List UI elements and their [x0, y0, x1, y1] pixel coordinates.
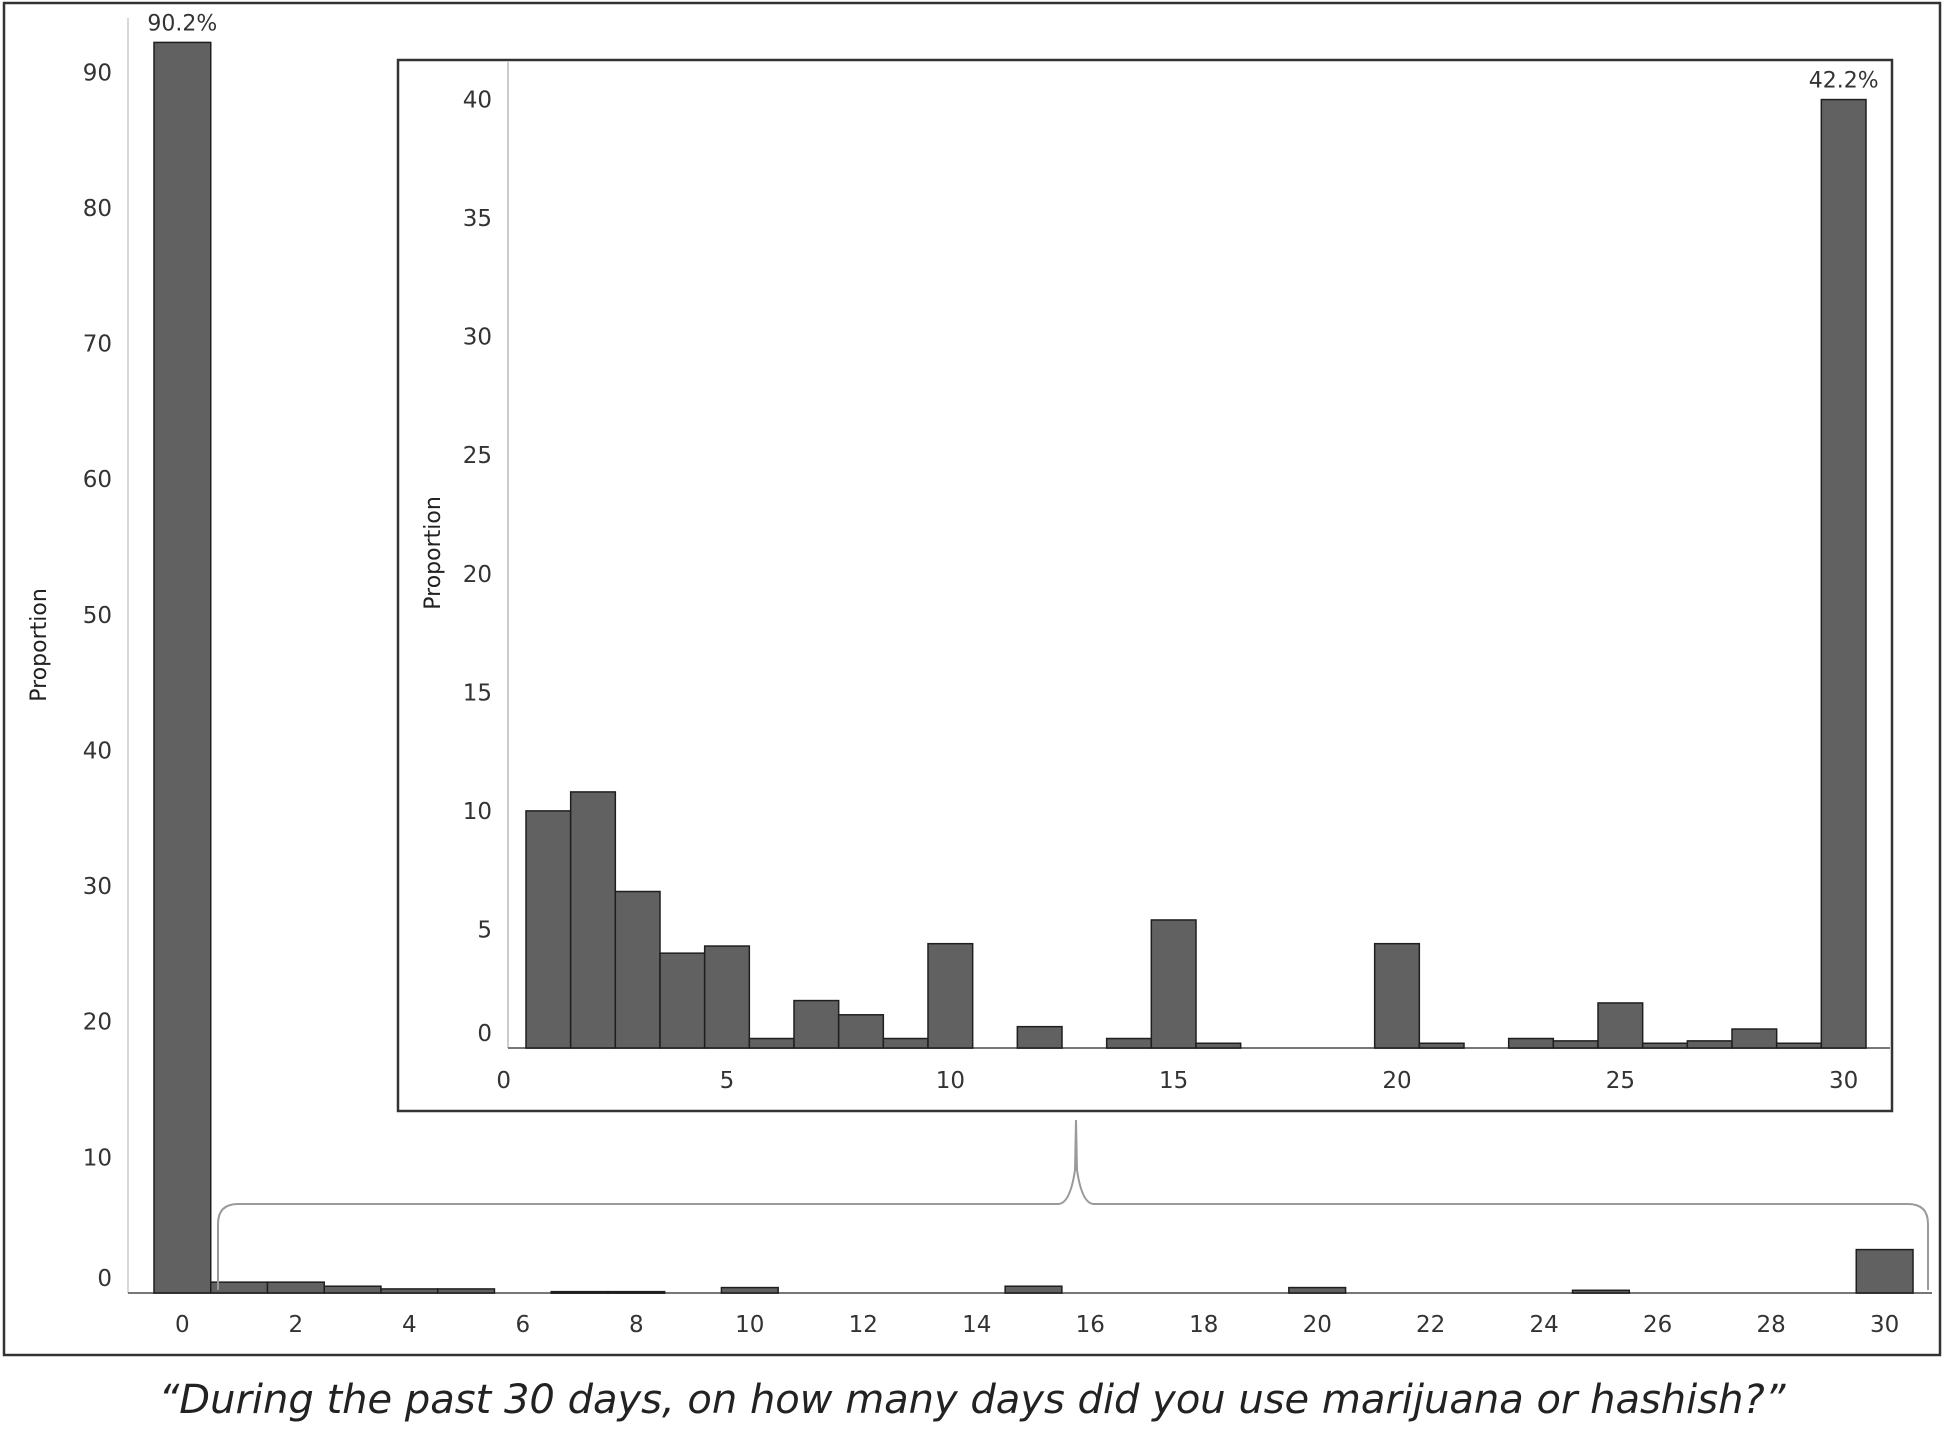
inset-x-tick-label: 15	[1159, 1068, 1188, 1094]
main-x-tick-label: 30	[1870, 1312, 1899, 1338]
inset-bar	[837, 1014, 885, 1049]
inset-y-tick-label: 0	[477, 1021, 492, 1047]
main-x-tick-label: 16	[1076, 1312, 1105, 1338]
inset-bar	[614, 890, 661, 1049]
inset-bar	[703, 945, 751, 1049]
inset-bar	[882, 1037, 929, 1049]
inset-x-tick-label: 20	[1382, 1068, 1411, 1094]
inset-bars	[525, 98, 1867, 1049]
inset-bar	[1552, 1040, 1599, 1049]
inset-bar	[1016, 1025, 1063, 1049]
main-bar	[550, 1290, 609, 1294]
main-y-tick-label: 30	[83, 874, 112, 900]
main-x-tick-label: 14	[962, 1312, 991, 1338]
main-x-tick-label: 18	[1189, 1312, 1218, 1338]
inset-y-tick-label: 5	[477, 917, 492, 943]
inset-bar	[1820, 98, 1867, 1049]
inset-y-tick-label: 25	[463, 443, 492, 469]
main-x-ticks: 0 2 4 6 8 10 12 14 16 18 20 22 24 26 28 30	[175, 1312, 1899, 1338]
main-y-tick-label: 0	[97, 1266, 112, 1292]
zoom-bracket	[217, 1119, 1929, 1290]
inset-bar	[1373, 942, 1421, 1049]
main-y-axis-title: Proportion	[27, 588, 52, 702]
inset-y-tick-label: 35	[463, 206, 492, 232]
figure-caption: “During the past 30 days, on how many da…	[159, 1377, 1786, 1423]
main-bar	[1571, 1289, 1631, 1294]
main-data-label: 90.2%	[147, 11, 217, 36]
main-bar	[323, 1285, 382, 1294]
main-x-tick-label: 4	[402, 1312, 417, 1338]
main-bar	[153, 41, 212, 1294]
inset-data-labels: 42.2%	[1809, 69, 1879, 94]
main-bar	[607, 1290, 666, 1294]
main-x-tick-label: 28	[1757, 1312, 1786, 1338]
main-x-tick-label: 26	[1643, 1312, 1672, 1338]
inset-bar	[748, 1037, 795, 1049]
inset-y-tick-label: 10	[463, 799, 492, 825]
inset-bar	[525, 810, 572, 1049]
main-y-tick-label: 50	[83, 603, 112, 629]
inset-x-tick-label: 25	[1606, 1068, 1635, 1094]
main-bar	[720, 1286, 779, 1294]
inset-bar	[1597, 1002, 1644, 1049]
inset-bar	[1731, 1028, 1778, 1049]
inset-y-tick-label: 20	[463, 562, 492, 588]
inset-bar	[793, 999, 840, 1049]
outer-chart-frame	[2, 1, 1942, 1357]
inset-y-tick-label: 40	[463, 88, 492, 114]
main-x-tick-label: 6	[516, 1312, 531, 1338]
main-y-tick-label: 60	[83, 467, 112, 493]
main-data-labels: 90.2%	[147, 11, 217, 36]
main-y-tick-label: 10	[83, 1145, 112, 1171]
main-x-tick-label: 10	[735, 1312, 764, 1338]
main-bar	[1855, 1248, 1914, 1294]
main-x-tick-label: 2	[289, 1312, 304, 1338]
main-x-tick-label: 0	[175, 1312, 190, 1338]
inset-y-tick-label: 30	[463, 325, 492, 351]
inset-bar	[1641, 1042, 1689, 1049]
inset-x-tick-label: 5	[720, 1068, 735, 1094]
inset-bar	[1775, 1042, 1823, 1049]
main-x-tick-label: 22	[1416, 1312, 1445, 1338]
main-x-tick-label: 12	[849, 1312, 878, 1338]
main-bar	[380, 1288, 439, 1294]
main-y-tick-label: 20	[83, 1010, 112, 1036]
inset-x-ticks: 0 5 10 15 20 25 30	[496, 1068, 1858, 1094]
inset-bar	[1418, 1042, 1465, 1049]
inset-y-axis-title: Proportion	[421, 496, 446, 610]
main-y-tick-label: 40	[83, 738, 112, 764]
inset-bar	[1686, 1040, 1733, 1049]
inset-data-label: 42.2%	[1809, 69, 1879, 94]
inset-bar	[927, 942, 974, 1049]
main-bar	[266, 1281, 325, 1294]
inset-x-tick-label: 0	[496, 1068, 511, 1094]
main-bar	[1288, 1286, 1347, 1294]
main-y-tick-label: 70	[83, 332, 112, 358]
main-x-tick-label: 20	[1303, 1312, 1332, 1338]
inset-x-tick-label: 10	[936, 1068, 965, 1094]
inset-y-ticks: 0 5 10 15 20 25 30 35 40	[463, 88, 492, 1047]
main-x-tick-label: 24	[1530, 1312, 1559, 1338]
inset-bar	[569, 791, 617, 1049]
inset-bar	[1507, 1037, 1555, 1049]
main-bar	[1004, 1285, 1063, 1294]
main-y-ticks: 0 10 20 30 40 50 60 70 80 90	[83, 60, 112, 1292]
main-y-tick-label: 80	[83, 196, 112, 222]
inset-x-tick-label: 30	[1829, 1068, 1858, 1094]
inset-bar	[659, 952, 706, 1049]
inset-bar	[1105, 1037, 1153, 1049]
inset-bar	[1150, 919, 1197, 1049]
main-y-tick-label: 90	[83, 60, 112, 86]
main-bar	[436, 1288, 496, 1294]
main-bars	[153, 41, 1914, 1294]
inset-y-tick-label: 15	[463, 680, 492, 706]
main-x-tick-label: 8	[629, 1312, 644, 1338]
inset-bar	[1195, 1042, 1242, 1049]
main-bar	[209, 1281, 269, 1294]
